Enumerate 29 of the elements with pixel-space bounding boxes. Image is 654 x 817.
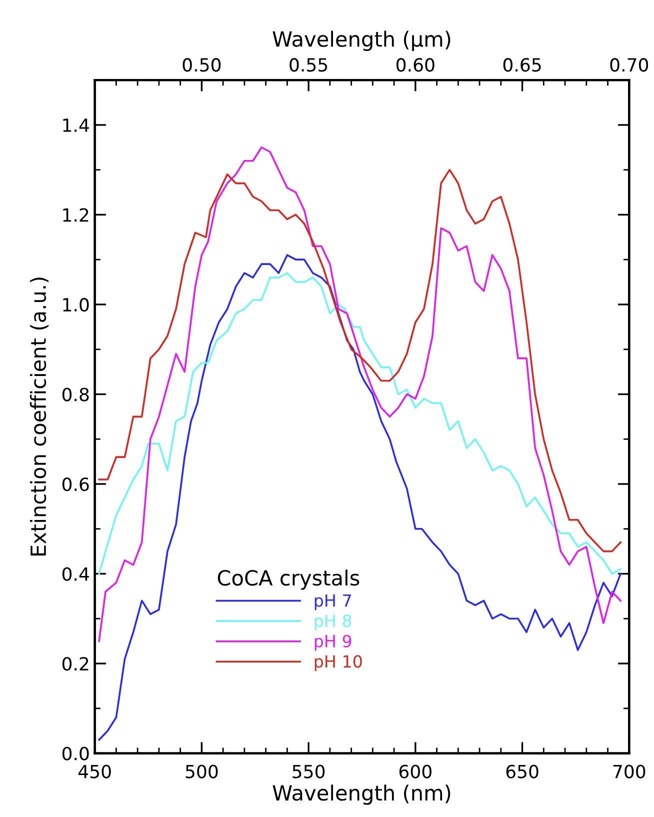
y-tick-label: 0.4 [62, 567, 89, 581]
x2-tick-label: 0.65 [503, 58, 541, 72]
x-tick-label: 550 [292, 764, 325, 778]
x-tick-label: 600 [399, 764, 432, 778]
text: pH 10 [314, 655, 362, 671]
x2-tick-label: 0.60 [396, 58, 434, 72]
text: pH 7 [314, 594, 351, 610]
x2-tick-label: 0.70 [610, 58, 648, 72]
y-tick-label: 0.6 [62, 477, 89, 492]
legend-title: CoCA crystals [218, 570, 360, 590]
x2-tick-label: 0.50 [182, 58, 221, 72]
x-tick-label: 500 [186, 764, 218, 778]
y-tick-label: 0.2 [62, 656, 88, 671]
text: pH 9 [314, 634, 352, 651]
x-tick-label: 450 [78, 764, 111, 778]
line-series [98, 254, 622, 741]
y-tick-label: 1.4 [63, 118, 89, 132]
y-tick-label: 1.0 [63, 298, 89, 312]
x2-axis-title: Wavelength (μm) [272, 30, 450, 51]
y-tick-label: 1.2 [63, 208, 88, 222]
y-axis-title: Extinction coefficient (a.u.) [30, 278, 49, 556]
y-tick-label: 0.0 [62, 746, 89, 760]
x2-tick-label: 0.55 [290, 58, 328, 72]
x-tick-label: 700 [613, 764, 646, 778]
x-axis-title: Wavelength (nm) [272, 784, 450, 805]
y-tick-label: 0.8 [62, 388, 89, 402]
text: pH 8 [314, 614, 352, 630]
line-series [98, 168, 622, 552]
x-tick-label: 650 [506, 764, 538, 778]
